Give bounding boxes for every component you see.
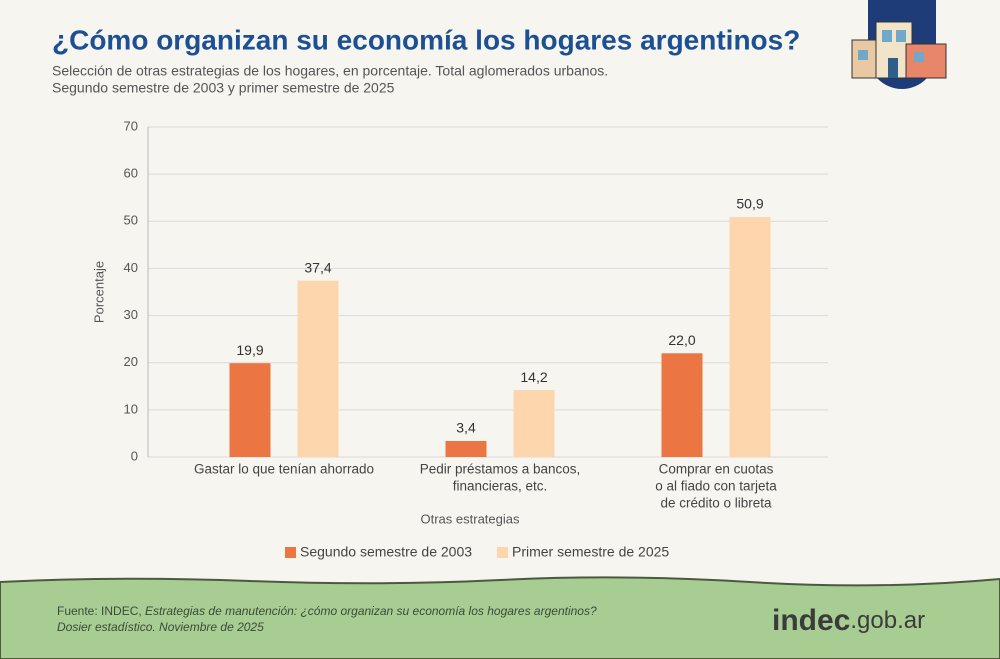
bar bbox=[729, 217, 771, 457]
x-tick-label: Pedir préstamos a bancos, bbox=[420, 462, 581, 477]
x-axis-label: Otras estrategias bbox=[421, 511, 520, 526]
source-prefix: Fuente: INDEC, bbox=[57, 604, 142, 618]
illustration bbox=[851, 0, 947, 89]
bar bbox=[297, 280, 339, 457]
y-tick-label: 10 bbox=[124, 401, 138, 416]
data-label: 37,4 bbox=[304, 259, 331, 275]
y-tick-label: 0 bbox=[131, 448, 138, 463]
x-tick-label: Comprar en cuotas bbox=[659, 462, 774, 477]
legend-swatch bbox=[285, 547, 296, 558]
x-tick-label: financieras, etc. bbox=[453, 479, 548, 494]
logo-main: indec bbox=[772, 604, 850, 637]
bar bbox=[661, 353, 703, 457]
title: ¿Cómo organizan su economía los hogares … bbox=[52, 24, 800, 55]
x-tick-label: Gastar lo que tenían ahorrado bbox=[194, 462, 374, 477]
data-label: 19,9 bbox=[236, 342, 263, 358]
bar bbox=[513, 390, 555, 457]
y-tick-label: 30 bbox=[124, 307, 138, 322]
subtitle: Segundo semestre de 2003 y primer semest… bbox=[52, 80, 395, 96]
y-tick-label: 40 bbox=[124, 260, 138, 275]
data-label: 50,9 bbox=[736, 196, 763, 212]
logo: indec.gob.ar bbox=[772, 604, 925, 637]
data-label: 22,0 bbox=[668, 332, 695, 348]
legend-swatch bbox=[497, 547, 508, 558]
y-tick-label: 20 bbox=[124, 354, 138, 369]
y-tick-label: 70 bbox=[124, 118, 138, 133]
data-label: 14,2 bbox=[520, 369, 547, 385]
footer-band bbox=[0, 576, 1000, 659]
source-title: Dosier estadístico. Noviembre de 2025 bbox=[57, 620, 264, 634]
subtitle: Selección de otras estrategias de los ho… bbox=[52, 63, 608, 79]
y-tick-label: 60 bbox=[124, 166, 138, 181]
source: Fuente: INDEC, Estrategias de manutenció… bbox=[57, 604, 597, 618]
legend-label: Primer semestre de 2025 bbox=[512, 544, 669, 560]
x-tick-label: o al fiado con tarjeta bbox=[655, 479, 777, 494]
source-title: Estrategias de manutención: ¿cómo organi… bbox=[145, 604, 597, 618]
x-tick-label: de crédito o libreta bbox=[660, 496, 772, 511]
bar bbox=[229, 363, 271, 457]
y-axis-label: Porcentaje bbox=[91, 261, 106, 323]
bar bbox=[445, 440, 487, 457]
legend-label: Segundo semestre de 2003 bbox=[300, 544, 472, 560]
logo-domain: .gob.ar bbox=[850, 607, 925, 634]
y-tick-label: 50 bbox=[124, 213, 138, 228]
data-label: 3,4 bbox=[456, 420, 476, 436]
